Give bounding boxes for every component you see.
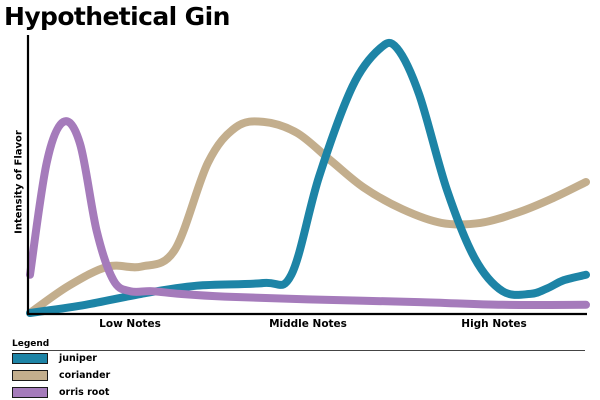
series-line-coriander [26,117,590,317]
legend-divider [12,350,585,351]
legend-item-orris-root: orris root [12,385,109,399]
legend-label-juniper: juniper [59,352,97,364]
x-tick-label-high-notes: High Notes [461,318,527,330]
legend-item-coriander: coriander [12,368,110,382]
legend-label-orris-root: orris root [59,386,110,398]
x-tick-label-middle-notes: Middle Notes [269,318,347,330]
chart-title: Hypothetical Gin [4,2,230,31]
legend-swatch-juniper [12,352,48,364]
legend-item-juniper: juniper [12,351,97,365]
legend-swatch-orris-root [12,386,48,398]
series-line-orris-root [26,117,590,310]
legend-title: Legend [12,339,50,349]
y-axis-label: Intensity of Flavor [13,130,25,234]
series-line-juniper [26,38,590,317]
legend-swatch-coriander [12,369,48,381]
legend-label-coriander: coriander [59,369,111,381]
series-layer [26,38,590,317]
x-tick-label-low-notes: Low Notes [99,318,161,330]
